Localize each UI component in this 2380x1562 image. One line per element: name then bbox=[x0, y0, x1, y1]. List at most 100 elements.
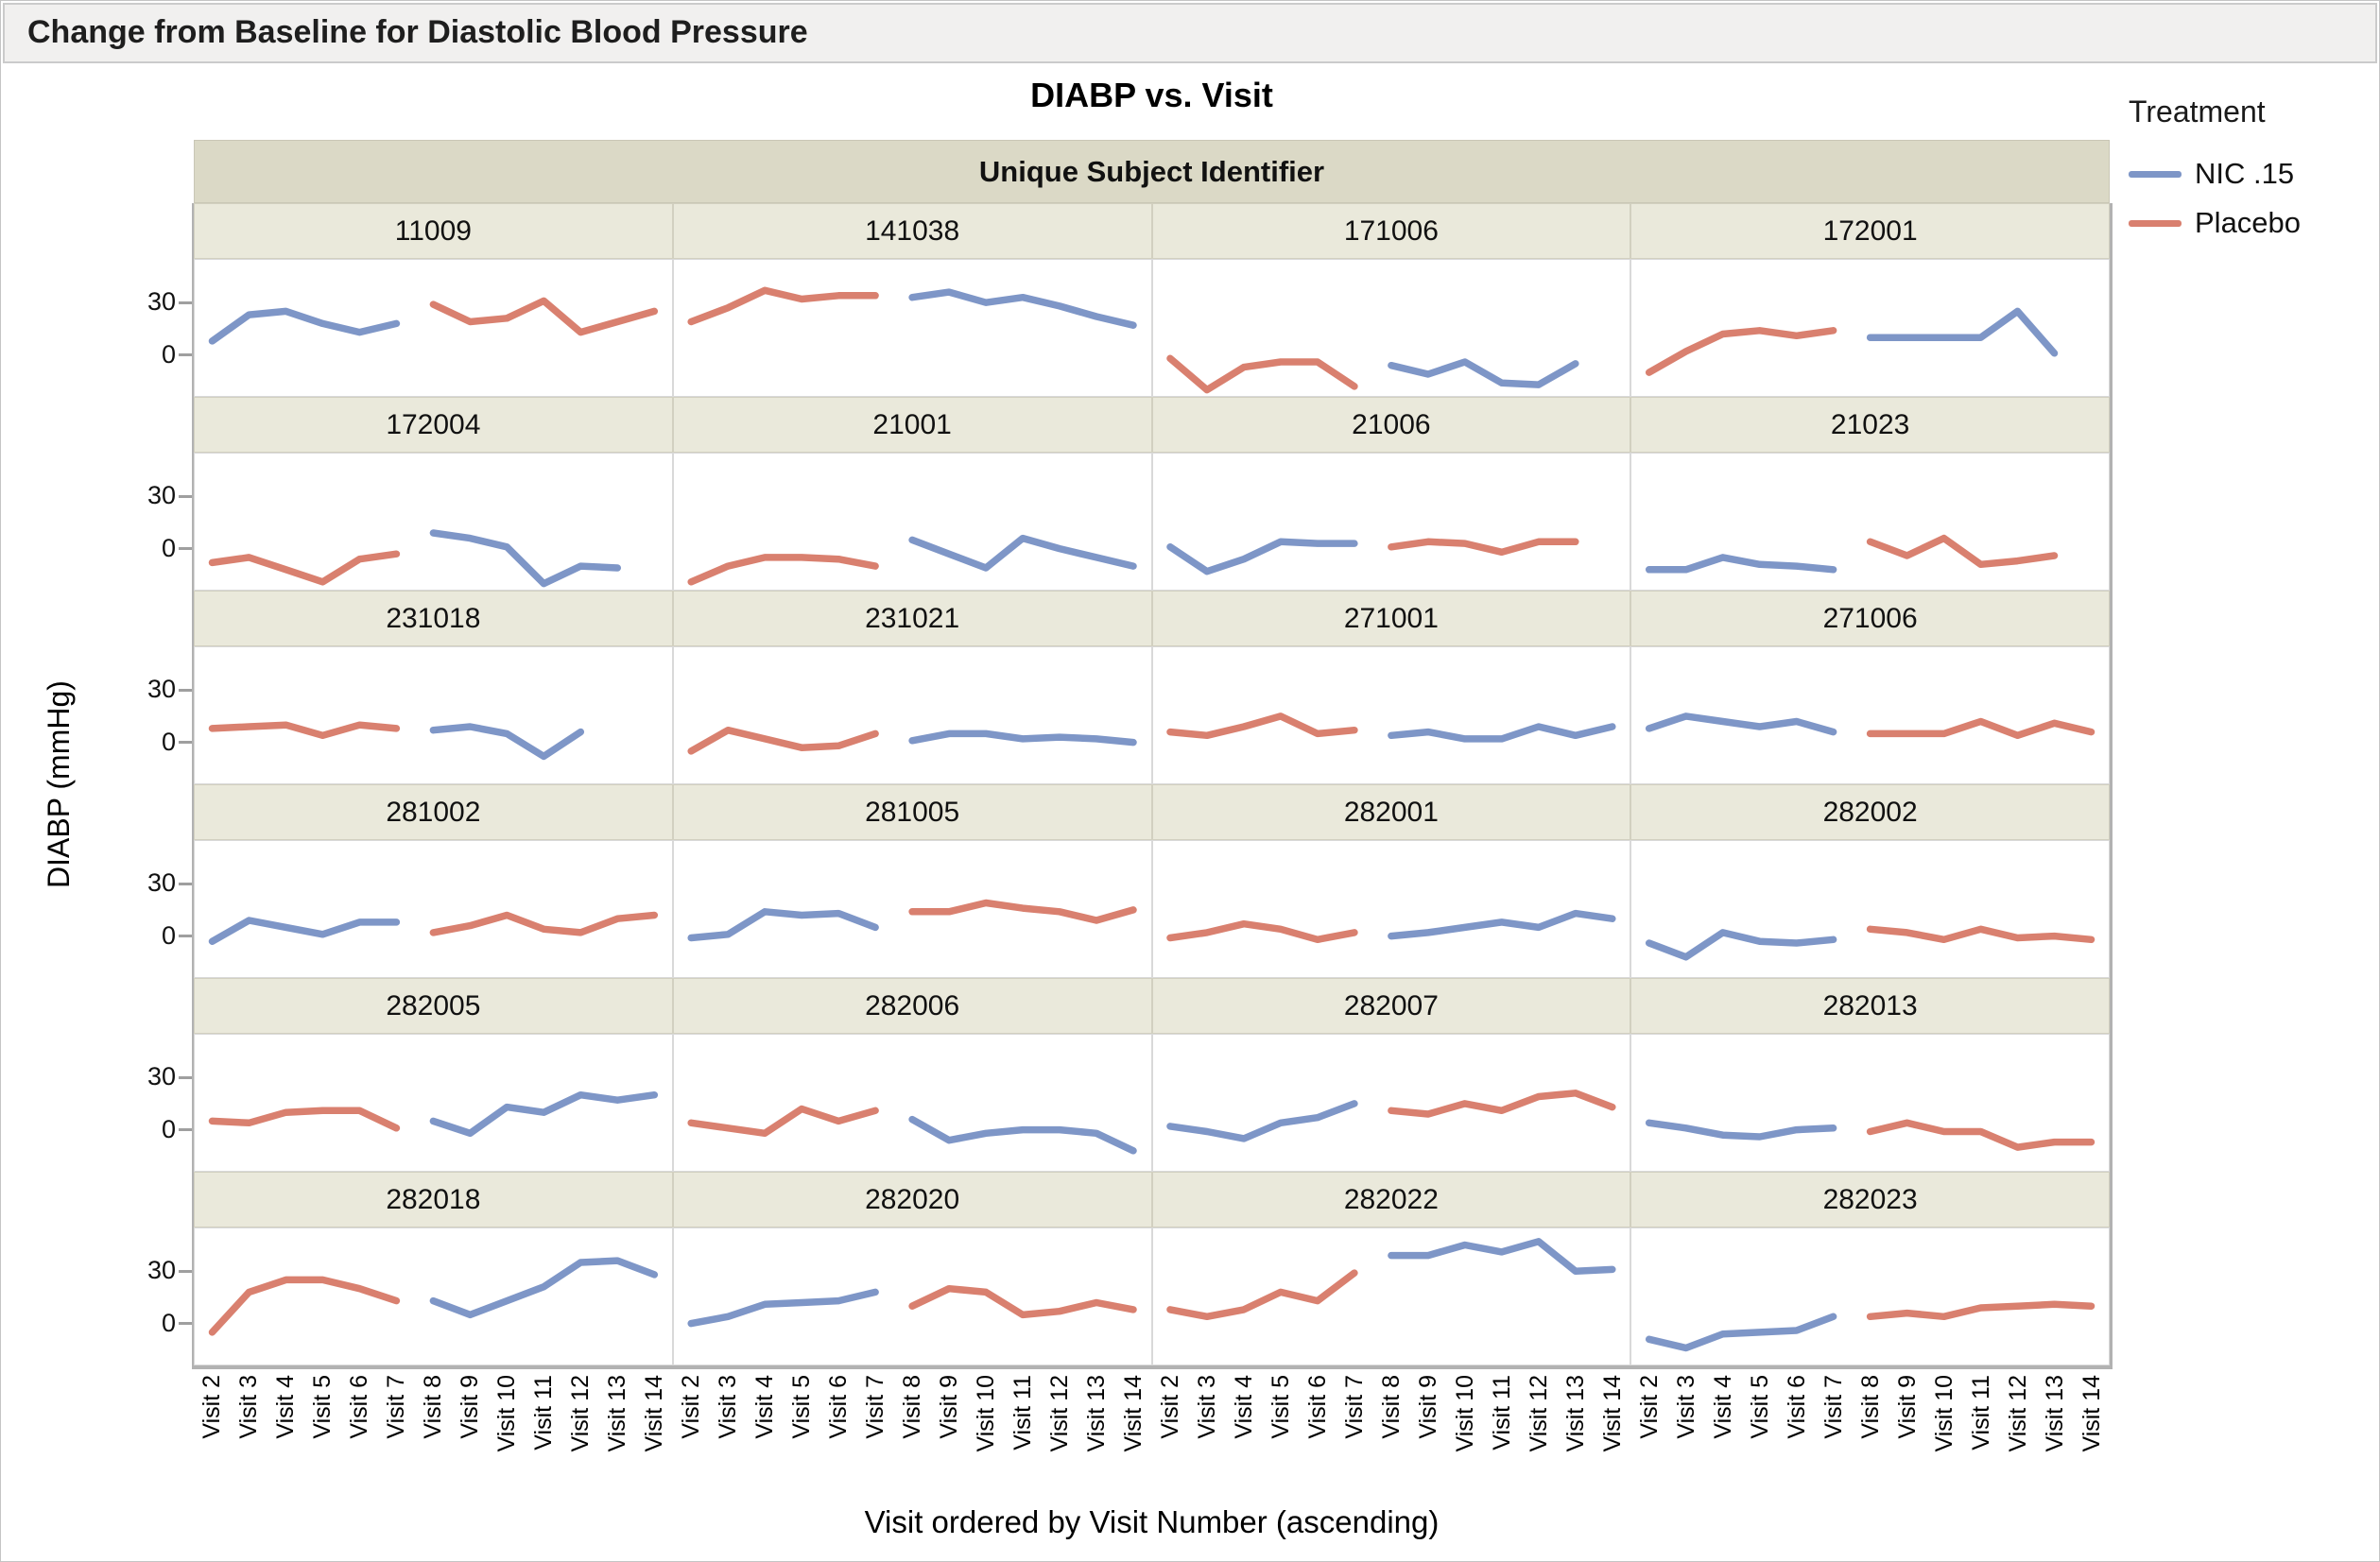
legend-label: Placebo bbox=[2195, 206, 2302, 239]
legend-line-swatch bbox=[2129, 219, 2182, 227]
panel-header-282020: 282020 bbox=[672, 1172, 1152, 1227]
x-tick-label: Visit 8 bbox=[420, 1375, 447, 1439]
panel-header-231018: 231018 bbox=[194, 591, 673, 646]
panel-plot-172004 bbox=[194, 453, 673, 591]
x-tick-label: Visit 14 bbox=[1120, 1375, 1147, 1452]
x-tick-label: Visit 7 bbox=[1819, 1375, 1847, 1439]
panel-header-172004: 172004 bbox=[194, 397, 673, 453]
y-tick-label: 30 bbox=[147, 675, 176, 704]
x-tick-label: Visit 7 bbox=[1340, 1375, 1368, 1439]
x-tick-label: Visit 7 bbox=[383, 1375, 410, 1439]
y-axis-title: DIABP (mmHg) bbox=[42, 680, 76, 888]
y-tick-mark bbox=[179, 935, 193, 938]
y-tick-label: 30 bbox=[147, 287, 176, 317]
y-tick-mark bbox=[179, 494, 193, 498]
y-tick-label: 30 bbox=[147, 1062, 176, 1091]
x-tick-label: Visit 12 bbox=[1046, 1375, 1074, 1452]
panel-header-282018: 282018 bbox=[194, 1172, 673, 1227]
panel-header-282002: 282002 bbox=[1630, 784, 2110, 840]
legend-label: NIC .15 bbox=[2195, 157, 2295, 190]
panel-header-171006: 171006 bbox=[1151, 203, 1631, 259]
panel-header-282007: 282007 bbox=[1151, 978, 1631, 1034]
x-tick-label: Visit 8 bbox=[899, 1375, 926, 1439]
panel-plot-231021 bbox=[672, 646, 1152, 784]
panel-header-231021: 231021 bbox=[672, 591, 1152, 646]
panel-plot-282002 bbox=[1630, 840, 2110, 978]
panel-header-172001: 172001 bbox=[1630, 203, 2110, 259]
panel-plot-171006 bbox=[1151, 259, 1631, 397]
x-axis-title: Visit ordered by Visit Number (ascending… bbox=[864, 1504, 1440, 1539]
y-tick-label: 30 bbox=[147, 1256, 176, 1285]
chart-title: DIABP vs. Visit bbox=[1030, 76, 1273, 114]
legend-title: Treatment bbox=[2129, 94, 2266, 129]
x-tick-label: Visit 10 bbox=[1451, 1375, 1478, 1452]
x-tick-label: Visit 11 bbox=[530, 1375, 558, 1450]
x-tick-label: Visit 5 bbox=[309, 1375, 336, 1439]
panel-header-281002: 281002 bbox=[194, 784, 673, 840]
x-tick-label: Visit 6 bbox=[346, 1375, 373, 1439]
x-tick-label: Visit 14 bbox=[641, 1375, 668, 1452]
panel-header-21001: 21001 bbox=[672, 397, 1152, 453]
y-tick-mark bbox=[179, 688, 193, 692]
panel-plot-282022 bbox=[1151, 1227, 1631, 1365]
x-tick-label: Visit 7 bbox=[862, 1375, 889, 1439]
y-tick-label: 0 bbox=[161, 1114, 176, 1143]
x-tick-label: Visit 4 bbox=[1709, 1375, 1736, 1439]
x-tick-label: Visit 11 bbox=[1009, 1375, 1037, 1450]
panel-header-282001: 282001 bbox=[1151, 784, 1631, 840]
panel-plot-282020 bbox=[672, 1227, 1152, 1365]
report-title-bar: Change from Baseline for Diastolic Blood… bbox=[3, 3, 2377, 63]
panel-plot-282007 bbox=[1151, 1034, 1631, 1172]
panel-plot-282023 bbox=[1630, 1227, 2110, 1365]
panel-plot-281002 bbox=[194, 840, 673, 978]
x-tick-label: Visit 13 bbox=[604, 1375, 631, 1452]
x-tick-label: Visit 6 bbox=[1303, 1375, 1331, 1439]
panel-header-282013: 282013 bbox=[1630, 978, 2110, 1034]
x-tick-label: Visit 12 bbox=[567, 1375, 595, 1452]
panel-plot-271001 bbox=[1151, 646, 1631, 784]
x-tick-label: Visit 6 bbox=[825, 1375, 853, 1439]
x-tick-label: Visit 13 bbox=[1561, 1375, 1589, 1452]
x-tick-label: Visit 2 bbox=[678, 1375, 705, 1439]
x-tick-label: Visit 10 bbox=[973, 1375, 1000, 1452]
x-tick-label: Visit 2 bbox=[1156, 1375, 1183, 1439]
x-tick-label: Visit 10 bbox=[1930, 1375, 1957, 1452]
y-tick-label: 30 bbox=[147, 481, 176, 510]
x-tick-label: Visit 14 bbox=[2078, 1375, 2105, 1452]
x-tick-label: Visit 2 bbox=[1635, 1375, 1663, 1439]
y-tick-mark bbox=[179, 1075, 193, 1079]
x-tick-label: Visit 3 bbox=[235, 1375, 263, 1439]
legend-entry-Placebo: Placebo bbox=[2129, 203, 2301, 243]
panel-plot-21023 bbox=[1630, 453, 2110, 591]
panel-header-271001: 271001 bbox=[1151, 591, 1631, 646]
panel-plot-282005 bbox=[194, 1034, 673, 1172]
panel-header-21006: 21006 bbox=[1151, 397, 1631, 453]
x-tick-label: Visit 8 bbox=[1377, 1375, 1405, 1439]
x-tick-label: Visit 6 bbox=[1783, 1375, 1810, 1439]
panel-plot-231018 bbox=[194, 646, 673, 784]
plot-right-border bbox=[2110, 203, 2113, 1369]
panel-header-282005: 282005 bbox=[194, 978, 673, 1034]
x-tick-label: Visit 3 bbox=[1193, 1375, 1220, 1439]
panel-plot-282001 bbox=[1151, 840, 1631, 978]
y-tick-mark bbox=[179, 547, 193, 551]
panel-plot-11009 bbox=[194, 259, 673, 397]
x-tick-label: Visit 12 bbox=[2004, 1375, 2031, 1452]
panel-header-271006: 271006 bbox=[1630, 591, 2110, 646]
y-tick-mark bbox=[179, 300, 193, 304]
y-tick-mark bbox=[179, 1128, 193, 1132]
x-tick-label: Visit 5 bbox=[1267, 1375, 1294, 1439]
y-tick-label: 0 bbox=[161, 339, 176, 369]
y-tick-mark bbox=[179, 353, 193, 357]
x-tick-label: Visit 4 bbox=[1230, 1375, 1257, 1439]
panel-header-11009: 11009 bbox=[194, 203, 673, 259]
panel-plot-282006 bbox=[672, 1034, 1152, 1172]
x-tick-label: Visit 3 bbox=[715, 1375, 742, 1439]
legend-entry-NIC15: NIC .15 bbox=[2129, 154, 2301, 194]
legend-line-swatch bbox=[2129, 170, 2182, 178]
panel-group-band: Unique Subject Identifier bbox=[194, 140, 2110, 203]
x-tick-label: Visit 13 bbox=[2041, 1375, 2068, 1452]
x-tick-label: Visit 9 bbox=[1414, 1375, 1441, 1439]
panel-plot-281005 bbox=[672, 840, 1152, 978]
